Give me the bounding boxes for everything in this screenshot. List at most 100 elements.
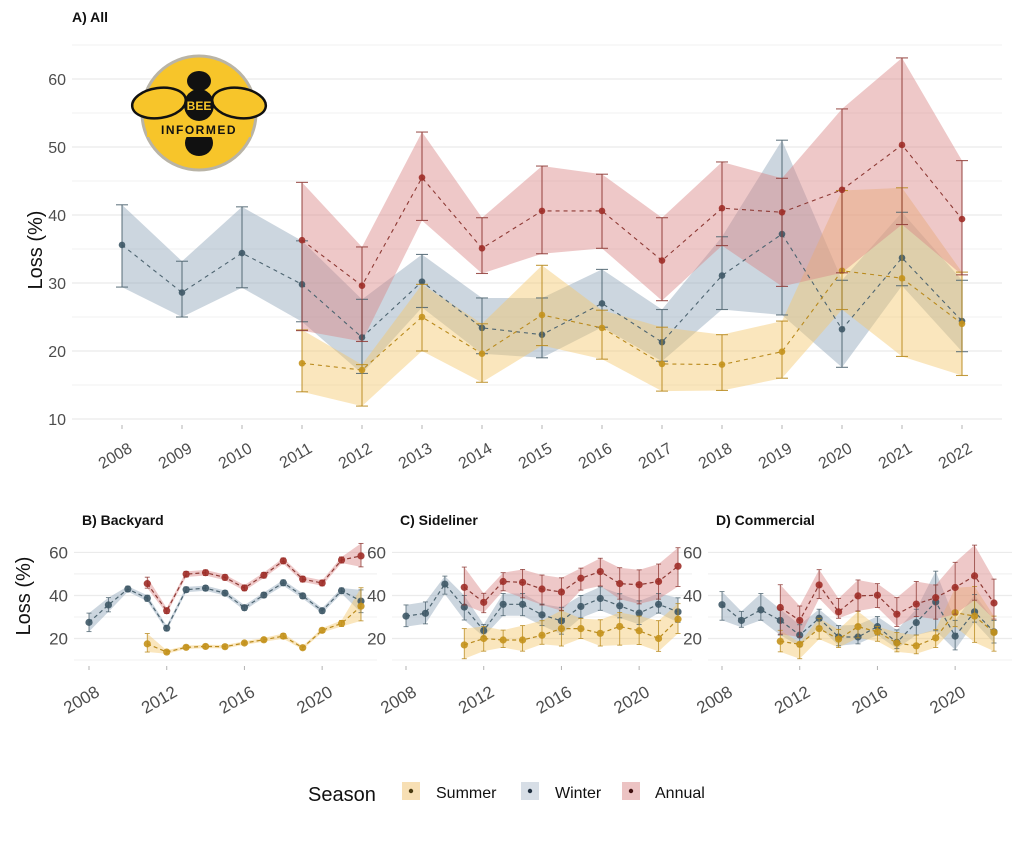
point-summer bbox=[970, 612, 979, 620]
y-tick-label: 60 bbox=[367, 543, 386, 562]
point-annual bbox=[958, 215, 966, 223]
logo-text-bee: BEE bbox=[187, 99, 212, 113]
point-annual bbox=[221, 573, 229, 582]
point-winter bbox=[635, 609, 643, 617]
point-winter bbox=[118, 241, 126, 249]
point-annual bbox=[873, 591, 882, 599]
error-bar-annual bbox=[776, 177, 788, 287]
ribbon-summer bbox=[302, 187, 962, 407]
point-summer bbox=[658, 360, 666, 368]
point-summer bbox=[499, 636, 507, 644]
x-tick-label: 2016 bbox=[849, 682, 891, 717]
point-annual bbox=[478, 245, 486, 252]
point-summer bbox=[260, 636, 268, 644]
point-annual bbox=[635, 581, 643, 589]
y-tick-label: 10 bbox=[48, 412, 66, 429]
point-annual bbox=[460, 583, 468, 591]
point-summer bbox=[538, 631, 546, 639]
x-tick-label: 2012 bbox=[138, 682, 180, 717]
point-summer bbox=[182, 643, 190, 651]
x-tick-label: 2012 bbox=[336, 440, 375, 473]
point-annual bbox=[143, 580, 151, 588]
point-winter bbox=[124, 585, 132, 593]
point-summer bbox=[201, 642, 210, 651]
x-tick-label: 2020 bbox=[816, 440, 855, 473]
point-winter bbox=[279, 579, 287, 587]
point-annual bbox=[796, 616, 804, 625]
point-annual bbox=[418, 174, 426, 181]
point-winter bbox=[163, 624, 171, 632]
point-summer bbox=[596, 629, 604, 637]
point-winter bbox=[299, 592, 307, 600]
ribbon-annual bbox=[302, 57, 962, 342]
error-bar-annual bbox=[933, 584, 939, 620]
point-winter bbox=[441, 580, 449, 588]
panel-title: D) Commercial bbox=[716, 512, 815, 528]
point-summer bbox=[557, 624, 566, 633]
point-annual bbox=[990, 599, 998, 607]
point-winter bbox=[238, 249, 246, 257]
panel-title: A) All bbox=[72, 9, 108, 25]
ribbon-summer bbox=[464, 603, 678, 659]
y-tick-label: 40 bbox=[48, 208, 66, 225]
point-winter bbox=[104, 601, 113, 609]
ribbon-annual bbox=[780, 545, 994, 637]
point-winter bbox=[85, 618, 93, 626]
point-winter bbox=[178, 289, 186, 296]
y-tick-label: 30 bbox=[48, 276, 66, 293]
point-winter bbox=[538, 611, 546, 619]
point-summer bbox=[873, 628, 882, 636]
panel-title: B) Backyard bbox=[82, 512, 164, 528]
point-winter bbox=[616, 602, 624, 610]
x-tick-label: 2020 bbox=[927, 682, 969, 717]
point-annual bbox=[518, 578, 527, 586]
x-tick-label: 2021 bbox=[876, 440, 915, 473]
point-winter bbox=[260, 591, 268, 599]
point-annual bbox=[658, 257, 666, 264]
y-tick-label: 20 bbox=[49, 629, 68, 648]
panel-backyard: B) Backyard Loss (%) 20 40 60 2008 2012 2016 2… bbox=[13, 512, 377, 718]
point-annual bbox=[898, 141, 906, 149]
point-annual bbox=[538, 207, 546, 215]
point-annual bbox=[970, 572, 979, 580]
point-summer bbox=[796, 640, 804, 648]
point-summer bbox=[990, 628, 998, 637]
point-summer bbox=[815, 624, 823, 633]
point-winter bbox=[912, 618, 920, 627]
x-tick-label: 2013 bbox=[396, 440, 435, 473]
point-summer bbox=[298, 359, 306, 367]
point-annual bbox=[893, 610, 901, 618]
y-axis-title: Loss (%) bbox=[13, 557, 35, 636]
legend-item-annual: Annual bbox=[622, 782, 705, 802]
point-winter bbox=[737, 616, 746, 625]
x-tick-label: 2011 bbox=[277, 440, 315, 472]
point-annual bbox=[182, 570, 190, 578]
point-summer bbox=[143, 640, 151, 648]
point-summer bbox=[598, 324, 606, 332]
line-summer bbox=[780, 612, 995, 647]
point-annual bbox=[318, 579, 326, 587]
y-tick-label: 40 bbox=[49, 586, 68, 605]
point-summer bbox=[518, 636, 527, 644]
point-annual bbox=[557, 588, 566, 596]
point-summer bbox=[958, 320, 966, 328]
point-summer bbox=[480, 634, 488, 643]
point-summer bbox=[299, 644, 307, 652]
point-winter bbox=[718, 272, 726, 279]
point-winter bbox=[838, 325, 846, 333]
point-annual bbox=[337, 556, 346, 564]
point-annual bbox=[598, 207, 606, 215]
x-tick-label: 2016 bbox=[533, 682, 575, 717]
point-annual bbox=[240, 584, 249, 592]
point-annual bbox=[815, 581, 823, 589]
y-tick-label: 60 bbox=[49, 543, 68, 562]
x-tick-label: 2020 bbox=[294, 682, 336, 717]
error-bar-annual bbox=[296, 181, 308, 332]
y-tick-label: 20 bbox=[367, 629, 386, 648]
point-summer bbox=[240, 639, 249, 647]
panel-title: C) Sideliner bbox=[400, 512, 478, 528]
ribbon-winter bbox=[122, 140, 962, 374]
point-winter bbox=[143, 594, 151, 602]
error-bar-annual bbox=[991, 578, 997, 620]
point-winter bbox=[757, 606, 765, 614]
